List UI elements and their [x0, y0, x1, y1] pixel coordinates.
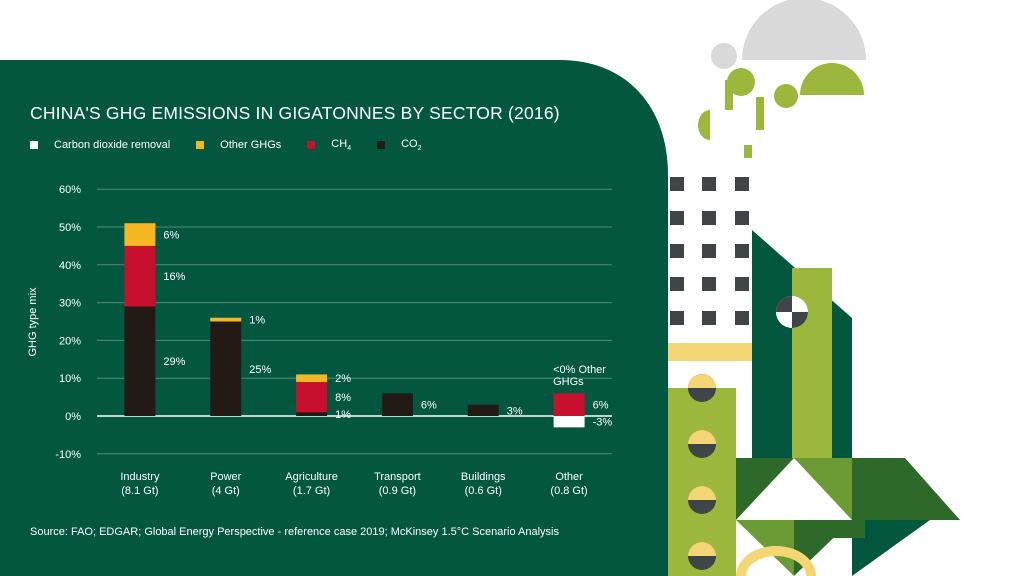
legend-label: Carbon dioxide removal [54, 139, 171, 152]
y-axis-label: GHG type mix [27, 287, 39, 357]
data-label: -3% [593, 417, 613, 429]
x-tick-label: Agriculture [285, 471, 338, 483]
data-label: 6% [163, 230, 179, 242]
data-label: 6% [593, 400, 609, 412]
x-tick-label: Power [210, 471, 242, 483]
x-tick-sublabel: (0.6 Gt) [465, 485, 502, 497]
bar-segment [124, 245, 156, 307]
x-tick-sublabel: (1.7 Gt) [293, 485, 330, 497]
data-label: 6% [421, 400, 437, 412]
bar-segment [553, 393, 585, 416]
cloud-shape [711, 43, 737, 69]
y-tick-label: 50% [59, 222, 81, 234]
y-tick-label: 60% [59, 184, 81, 196]
y-tick-label: 20% [59, 335, 81, 347]
chart-title: CHINA'S GHG EMISSIONS IN GIGATONNES BY S… [30, 103, 560, 123]
y-tick-label: 0% [65, 411, 81, 423]
y-tick-label: 30% [59, 298, 81, 310]
x-tick-label: Industry [120, 471, 160, 483]
bar-segment [296, 381, 328, 413]
x-tick-label: Transport [374, 471, 421, 483]
smoke-shape [698, 110, 710, 140]
bar-segment [296, 412, 328, 416]
legend-swatch [196, 141, 205, 150]
data-label: 2% [335, 373, 351, 385]
cloud-shape [742, 0, 866, 60]
bar-segment [381, 393, 413, 416]
building-base [668, 343, 752, 361]
bar-segment [210, 317, 242, 322]
y-tick-label: 10% [59, 373, 81, 385]
smoke-shape [744, 145, 752, 158]
data-label: 1% [335, 409, 351, 421]
yellow-arc [736, 546, 816, 576]
smoke-shape [725, 80, 733, 110]
legend-swatch [307, 141, 316, 150]
x-tick-label: Other [555, 471, 583, 483]
bar-segment [296, 374, 328, 382]
legend-swatch [30, 141, 38, 150]
smoke-shape [678, 145, 683, 157]
data-label: 16% [163, 271, 185, 283]
annotation-label: <0% Other [553, 364, 606, 376]
source-note: Source: FAO; EDGAR; Global Energy Perspe… [30, 526, 559, 538]
x-tick-sublabel: (0.8 Gt) [550, 485, 587, 497]
legend-item-ch4: CH4 [307, 138, 351, 152]
legend-item-co2: CO2 [377, 138, 422, 153]
smoke-shape [756, 97, 764, 130]
bar-segment [124, 306, 156, 416]
bar-segment [553, 416, 585, 428]
y-tick-label: 40% [59, 260, 81, 272]
legend-item-removal: Carbon dioxide removal [30, 139, 170, 151]
data-label: 3% [507, 405, 523, 417]
bar-segment [124, 223, 156, 246]
smoke-shape [774, 84, 798, 108]
legend-swatch [377, 141, 386, 150]
chart-legend: Carbon dioxide removal Other GHGs CH4 CO… [30, 138, 448, 152]
x-tick-sublabel: (4 Gt) [212, 485, 240, 497]
bar-segment [467, 404, 499, 416]
column-dots [688, 374, 716, 570]
data-label: 8% [335, 392, 351, 404]
annotation-label: GHGs [553, 376, 584, 388]
y-tick-label: -10% [55, 449, 81, 461]
smoke-shape [800, 63, 864, 95]
legend-label: CH4 [331, 138, 352, 153]
x-tick-sublabel: (0.9 Gt) [379, 485, 416, 497]
data-label: 1% [249, 315, 265, 327]
smoke-shape [727, 68, 755, 96]
x-tick-label: Buildings [461, 471, 506, 483]
x-tick-sublabel: (8.1 Gt) [121, 485, 158, 497]
legend-label: CO2 [401, 138, 422, 153]
bar-segment [210, 321, 242, 416]
building-windows [670, 177, 749, 325]
data-label: 25% [249, 364, 271, 376]
legend-label: Other GHGs [220, 139, 282, 152]
legend-item-other-ghgs: Other GHGs [196, 139, 281, 151]
data-label: 29% [163, 356, 185, 368]
